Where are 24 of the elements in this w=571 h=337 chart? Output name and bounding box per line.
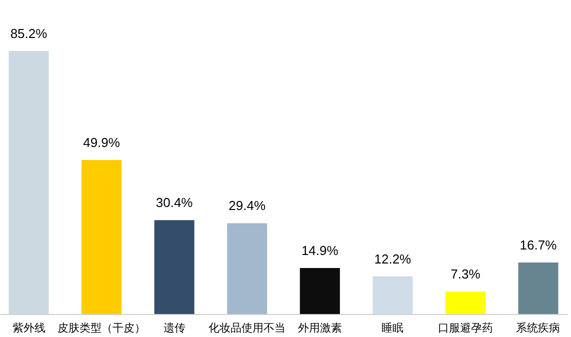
bar	[8, 51, 49, 314]
data-label: 49.9%	[83, 134, 120, 150]
data-label: 12.2%	[374, 251, 412, 266]
data-label: 85.2%	[10, 26, 48, 41]
bar	[445, 291, 486, 314]
x-tick-label: 紫外线	[12, 322, 46, 334]
x-tick-label: 遗传	[163, 322, 186, 334]
data-label: 29.4%	[228, 198, 266, 214]
x-tick-label: 皮肤类型（干皮）	[58, 322, 146, 334]
bar	[227, 223, 268, 314]
x-tick-label: 口服避孕药	[438, 322, 493, 334]
data-label: 7.3%	[450, 266, 481, 282]
x-tick-label: 睡眠	[382, 322, 404, 334]
bar	[300, 268, 340, 314]
data-label: 14.9%	[301, 243, 339, 258]
bar	[82, 160, 122, 314]
data-label: 30.4%	[156, 195, 194, 210]
x-tick-label: 系统疾病	[516, 322, 560, 334]
bar	[154, 220, 194, 314]
bar	[518, 262, 558, 314]
x-tick-label: 化妆品使用不当	[208, 322, 286, 334]
x-tick-label: 外用激素	[298, 322, 342, 334]
data-label: 16.7%	[520, 237, 558, 252]
bar	[372, 276, 413, 314]
